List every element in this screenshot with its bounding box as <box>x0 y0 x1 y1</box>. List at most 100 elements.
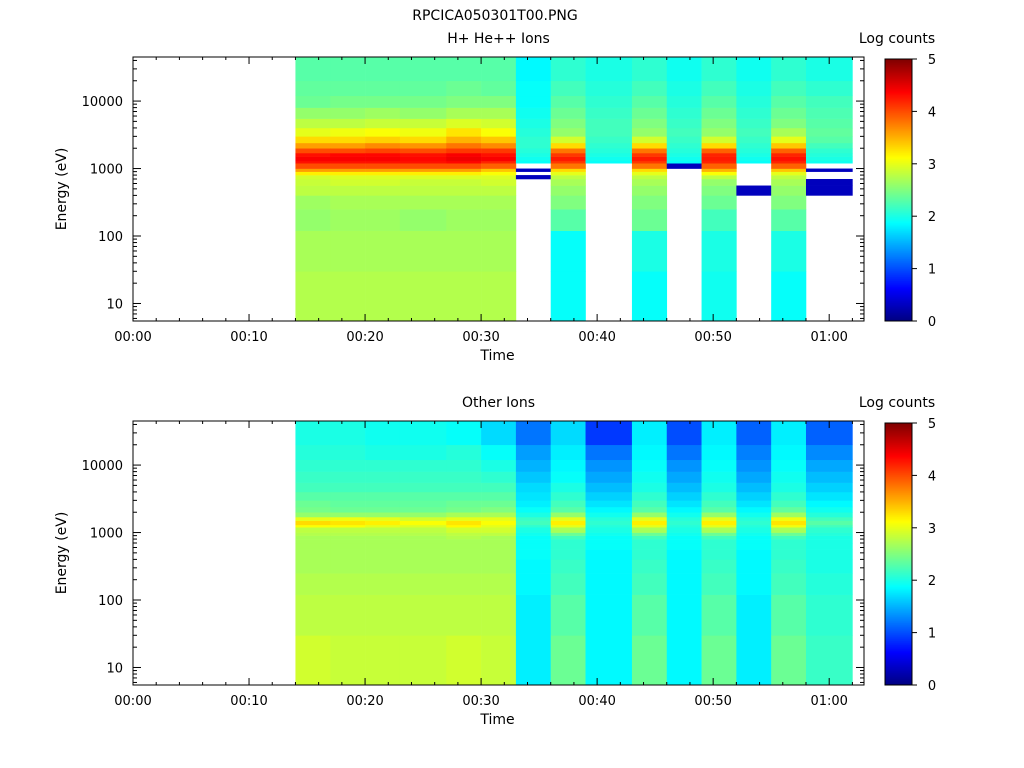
colorbar-step <box>885 493 912 496</box>
heatmap-cell <box>701 421 737 446</box>
heatmap-cell <box>585 156 633 162</box>
heatmap-cell <box>446 80 482 97</box>
colorbar-step <box>885 279 912 282</box>
colorbar-step <box>885 633 912 636</box>
colorbar-step <box>885 677 912 680</box>
heatmap-cell <box>550 195 586 210</box>
heatmap-cell <box>631 195 668 210</box>
colorbar-step <box>885 231 912 234</box>
colorbar-step <box>885 191 912 194</box>
heatmap-cell <box>736 80 772 97</box>
heatmap-cell <box>295 482 331 493</box>
heatmap-cell <box>365 421 401 446</box>
heatmap-cell <box>399 163 447 169</box>
heatmap-cell <box>585 152 633 157</box>
colorbar-step <box>885 423 912 426</box>
heatmap-cell <box>771 527 807 533</box>
colorbar-step <box>885 95 912 98</box>
heatmap-cell <box>446 535 482 540</box>
heatmap-cell <box>515 539 552 544</box>
colorbar-step <box>885 579 912 582</box>
heatmap-cell <box>736 185 772 196</box>
colorbar-step <box>885 99 912 102</box>
heatmap-cell <box>631 152 668 157</box>
heatmap-cell <box>446 160 482 164</box>
heatmap-cell <box>771 539 807 544</box>
heatmap-cell <box>399 542 447 550</box>
heatmap-cell <box>631 95 668 108</box>
heatmap-cell <box>295 163 331 169</box>
heatmap-cell <box>666 635 702 686</box>
colorbar-step <box>885 539 912 542</box>
heatmap-cell <box>550 95 586 108</box>
colorbar-step <box>885 219 912 222</box>
heatmap-cell <box>330 160 366 164</box>
heatmap-cell <box>481 482 517 493</box>
heatmap-cell <box>550 506 586 513</box>
heatmap-cell <box>550 594 586 636</box>
colorbar-step <box>885 89 912 92</box>
heatmap-cell <box>771 482 807 493</box>
heatmap-cell <box>771 516 807 521</box>
x-tick-label: 00:00 <box>114 330 151 345</box>
heatmap-cell <box>399 573 447 595</box>
heatmap-cell <box>585 594 633 636</box>
heatmap-cell <box>550 459 586 472</box>
heatmap-cell <box>805 142 853 149</box>
heatmap-cell <box>550 524 586 528</box>
heatmap-cell <box>666 524 702 528</box>
heatmap-cell <box>585 520 633 526</box>
heatmap-cell <box>701 535 737 540</box>
heatmap-cell <box>330 107 366 119</box>
heatmap-cell <box>481 500 517 508</box>
heatmap-cell <box>515 459 552 472</box>
heatmap-cell <box>585 542 633 550</box>
figure-title: RPCICA050301T00.PNG <box>412 8 577 24</box>
colorbar-step <box>885 527 912 530</box>
heatmap-cell <box>515 168 552 172</box>
heatmap-cell <box>701 118 737 129</box>
colorbar-step <box>885 257 912 260</box>
heatmap-cell <box>701 512 737 518</box>
heatmap-cell <box>550 535 586 540</box>
heatmap-cell <box>446 549 482 560</box>
heatmap-cell <box>771 57 807 82</box>
heatmap-cell <box>446 491 482 501</box>
heatmap-cell <box>446 512 482 518</box>
heatmap-cell <box>701 635 737 686</box>
heatmap-cell <box>295 520 331 526</box>
y-axis: 10 100 1000 10000 Energy (eV) <box>54 423 864 683</box>
colorbar-step <box>885 557 912 560</box>
colorbar-step <box>885 177 912 180</box>
heatmap-cell <box>631 127 668 137</box>
x-axis: 00:00 00:10 00:20 00:30 00:40 00:50 01:00 Time <box>114 57 853 364</box>
colorbar-step <box>885 277 912 280</box>
colorbar-step <box>885 107 912 110</box>
heatmap-cell <box>666 539 702 544</box>
heatmap-cell <box>446 152 482 157</box>
heatmap-cell <box>585 160 633 164</box>
heatmap-cell <box>399 168 447 172</box>
panel-title: H+ He++ Ions <box>447 31 550 47</box>
colorbar-step <box>885 531 912 534</box>
colorbar-step <box>885 243 912 246</box>
heatmap-cell <box>446 635 482 686</box>
heatmap-cell <box>666 459 702 472</box>
colorbar-step <box>885 299 912 302</box>
heatmap-cell <box>399 516 447 521</box>
heatmap-cell <box>365 209 401 231</box>
colorbar-step <box>885 469 912 472</box>
heatmap-cell <box>805 152 853 157</box>
colorbar-step <box>885 577 912 580</box>
colorbar-step <box>885 427 912 430</box>
colorbar-step <box>885 221 912 224</box>
heatmap-cell <box>631 118 668 129</box>
heatmap-cell <box>515 635 552 686</box>
heatmap-cell <box>481 107 517 119</box>
heatmap-cell <box>330 527 366 533</box>
colorbar-step <box>885 435 912 438</box>
heatmap-cell <box>631 532 668 536</box>
colorbar-step <box>885 605 912 608</box>
heatmap-cell <box>399 195 447 210</box>
heatmap-cell <box>365 459 401 472</box>
